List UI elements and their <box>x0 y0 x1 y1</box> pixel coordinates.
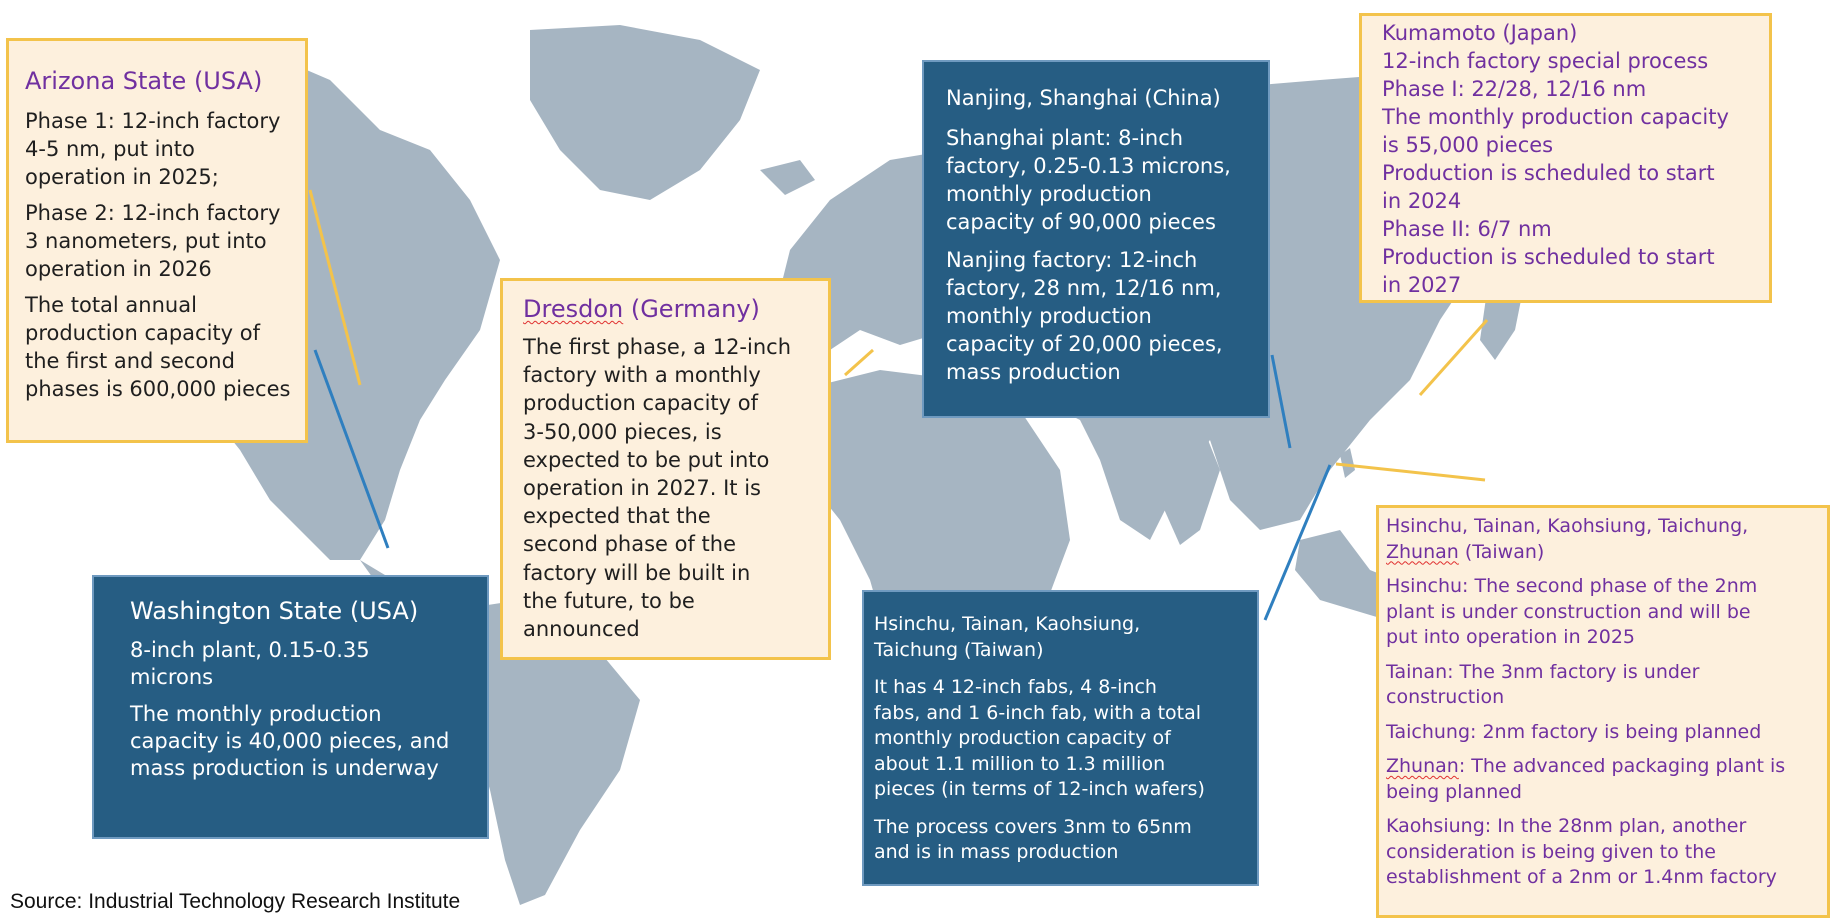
dresden-title: Dresdon (Germany) <box>523 295 818 323</box>
japan-process: 12-inch factory special process <box>1382 49 1709 73</box>
taiwan-fabs-callout: Hsinchu, Tainan, Kaohsiung, Taichung (Ta… <box>862 590 1259 886</box>
leader-taiwan-blue <box>1263 464 1332 621</box>
china-nanjing: Nanjing factory: 12-inch factory, 28 nm,… <box>946 248 1223 384</box>
arizona-phase2: Phase 2: 12-inch factory 3 nanometers, p… <box>25 201 281 281</box>
dresden-title-name: Dresdon <box>523 295 624 323</box>
taiwan <box>1340 448 1355 478</box>
taiwan-plans-title-cities: Hsinchu, Tainan, Kaohsiung, Taichung, <box>1386 515 1749 537</box>
leader-dresden <box>844 348 874 377</box>
leader-washington <box>313 349 390 549</box>
washington-callout: Washington State (USA) 8-inch plant, 0.1… <box>92 575 489 839</box>
japan-phase2: Phase II: 6/7 nm <box>1382 217 1552 241</box>
iceland <box>760 160 815 195</box>
arizona-title: Arizona State (USA) <box>25 67 263 95</box>
taiwan-plans-hsinchu: Hsinchu: The second phase of the 2nm pla… <box>1386 575 1758 648</box>
taiwan-fabs-process: The process covers 3nm to 65nm and is in… <box>874 815 1192 864</box>
south-america <box>455 600 640 905</box>
taiwan-plans-kaohsiung: Kaohsiung: In the 28nm plan, another con… <box>1386 815 1777 888</box>
leader-taiwan-cream <box>1335 462 1486 482</box>
taiwan-plans-zhunan-name: Zhunan <box>1386 755 1459 777</box>
taiwan-fabs-capacity: It has 4 12-inch fabs, 4 8-inch fabs, an… <box>874 676 1205 800</box>
taiwan-plans-tainan: Tainan: The 3nm factory is under constru… <box>1386 660 1700 709</box>
greenland <box>530 25 760 200</box>
china-callout: Nanjing, Shanghai (China) Shanghai plant… <box>922 60 1270 418</box>
japan-start-2027: Production is scheduled to start in 2027 <box>1382 245 1715 297</box>
china-shanghai: Shanghai plant: 8-inch factory, 0.25-0.1… <box>946 126 1231 234</box>
china-title: Nanjing, Shanghai (China) <box>946 86 1221 110</box>
taiwan-plans-title: Hsinchu, Tainan, Kaohsiung, Taichung, Zhu… <box>1386 514 1823 565</box>
japan-capacity: The monthly production capacity is 55,00… <box>1382 105 1729 157</box>
taiwan-fabs-title: Hsinchu, Tainan, Kaohsiung, Taichung (Ta… <box>874 613 1141 661</box>
taiwan-plans-zhunan: Zhunan: The advanced packaging plant is … <box>1386 754 1823 805</box>
japan-phase1: Phase I: 22/28, 12/16 nm <box>1382 77 1647 101</box>
arizona-total: The total annual production capacity of … <box>25 293 291 401</box>
japan-start-2024: Production is scheduled to start in 2024 <box>1382 161 1715 213</box>
taiwan-plans-callout: Hsinchu, Tainan, Kaohsiung, Taichung, Zhu… <box>1376 505 1830 918</box>
leader-arizona <box>308 189 362 386</box>
leader-lines <box>308 189 1489 621</box>
arizona-phase1: Phase 1: 12-inch factory 4-5 nm, put int… <box>25 109 281 189</box>
japan-callout: Kumamoto (Japan) 12-inch factory special… <box>1359 13 1772 303</box>
leader-china <box>1270 354 1292 449</box>
dresden-callout: Dresdon (Germany) The first phase, a 12-… <box>500 278 831 660</box>
japan-title: Kumamoto (Japan) <box>1382 21 1578 45</box>
washington-title: Washington State (USA) <box>130 597 419 625</box>
arizona-callout: Arizona State (USA) Phase 1: 12-inch fac… <box>6 38 308 443</box>
washington-line1: 8-inch plant, 0.15-0.35 microns <box>130 638 370 689</box>
washington-line2: The monthly production capacity is 40,00… <box>130 702 450 780</box>
source-note: Source: Industrial Technology Research I… <box>10 890 461 913</box>
dresden-body: The first phase, a 12-inch factory with … <box>523 335 792 642</box>
dresden-title-country: (Germany) <box>623 295 760 323</box>
leader-japan <box>1418 319 1489 396</box>
taiwan-plans-title-zhunan: Zhunan <box>1386 540 1459 563</box>
taiwan-plans-title-country: (Taiwan) <box>1458 540 1545 563</box>
india <box>1140 420 1220 545</box>
taiwan-plans-zhunan-text: : The advanced packaging plant is being … <box>1386 755 1786 803</box>
taiwan-plans-taichung: Taichung: 2nm factory is being planned <box>1386 720 1762 743</box>
